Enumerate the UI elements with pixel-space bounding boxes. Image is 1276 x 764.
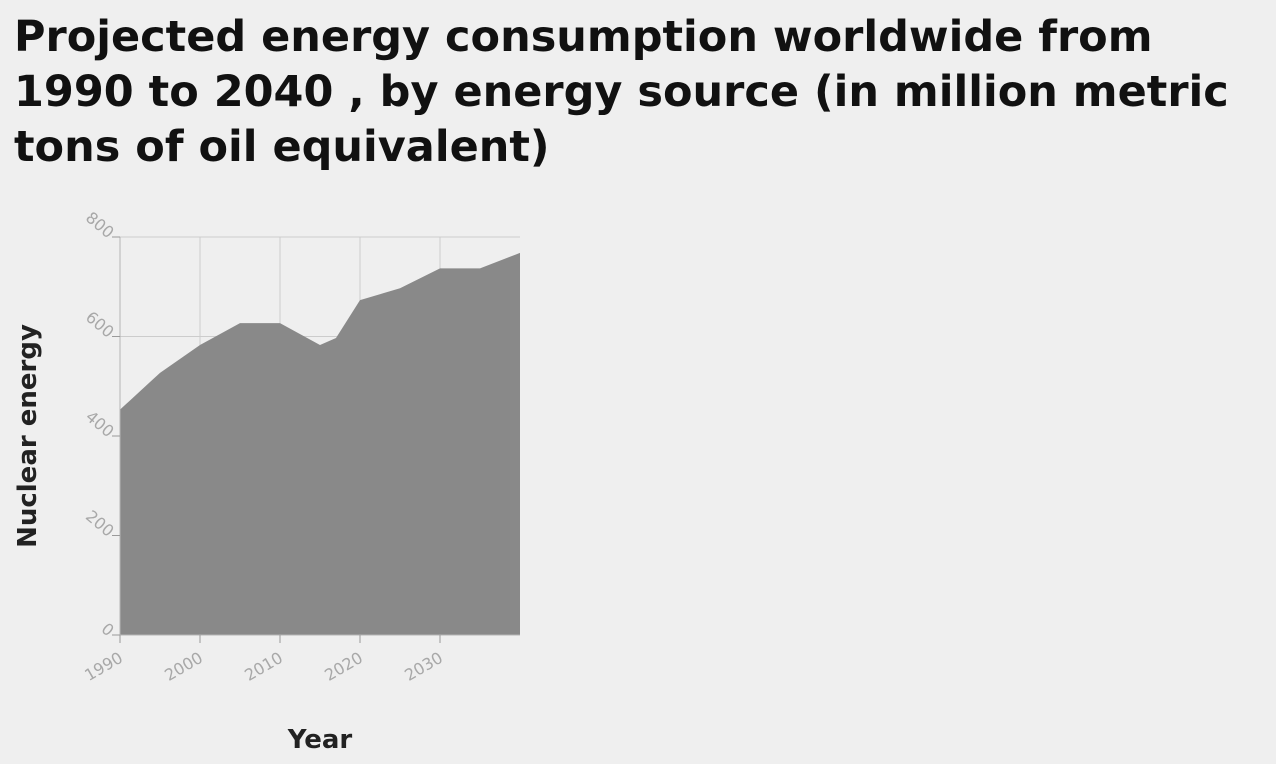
x-tick-label-2020: 2020 bbox=[321, 648, 366, 685]
y-tick-label-0: 0 bbox=[98, 619, 118, 640]
x-tick-labels: 1990 2000 2010 2020 2030 bbox=[81, 648, 446, 685]
y-axis-title: Nuclear energy bbox=[13, 324, 43, 548]
area-series bbox=[120, 252, 520, 636]
axes bbox=[112, 236, 520, 643]
area-nuclear-energy bbox=[120, 252, 520, 636]
x-tick-label-2030: 2030 bbox=[401, 648, 446, 685]
x-tick-label-2010: 2010 bbox=[241, 648, 286, 685]
x-axis-title: Year bbox=[287, 725, 353, 755]
x-tick-label-2000: 2000 bbox=[161, 648, 206, 685]
chart-title: Projected energy consumption worldwide f… bbox=[14, 12, 1229, 172]
x-tick-label-1990: 1990 bbox=[81, 648, 126, 685]
